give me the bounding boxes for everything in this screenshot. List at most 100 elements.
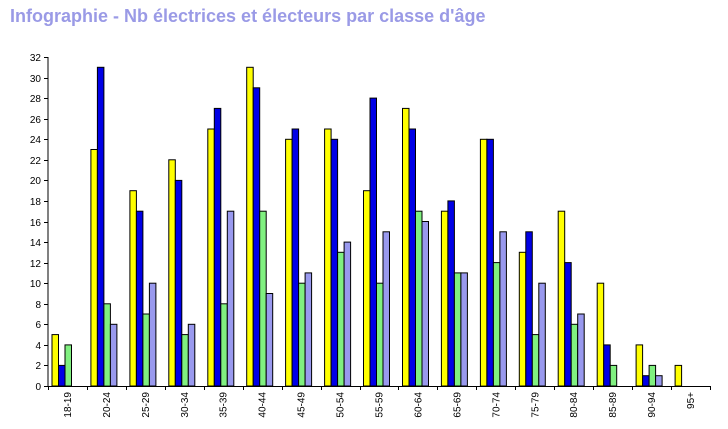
y-tick-label: 32: [30, 53, 42, 64]
bar: [603, 344, 611, 387]
bar: [174, 179, 183, 387]
bar: [246, 66, 254, 387]
x-tick-label: 18-19: [63, 392, 74, 418]
bar: [265, 293, 274, 387]
bar: [298, 282, 306, 387]
bar: [421, 221, 429, 387]
y-tick-label: 20: [30, 176, 42, 187]
y-tick-label: 2: [35, 361, 41, 372]
bar: [382, 231, 390, 387]
bar: [64, 344, 72, 387]
bar: [181, 334, 189, 387]
bar: [499, 231, 507, 387]
bar: [58, 364, 66, 387]
x-tick-label: 25-29: [141, 392, 152, 418]
x-tick-label: 95+: [686, 392, 697, 409]
x-tick-label: 20-24: [102, 392, 113, 418]
bar: [564, 262, 572, 387]
bar: [51, 334, 59, 387]
bar: [518, 251, 527, 387]
bar: [635, 344, 644, 387]
bar: [460, 272, 468, 387]
bar: [330, 138, 339, 387]
y-tick-label: 26: [30, 115, 42, 126]
bar: [408, 128, 416, 387]
x-tick-label: 35-39: [219, 392, 230, 418]
bar: [129, 190, 137, 387]
bar: [479, 138, 488, 387]
y-tick-label: 22: [30, 156, 42, 167]
bar: [259, 210, 267, 387]
x-tick-label: 60-64: [413, 392, 424, 418]
bar: [142, 313, 150, 387]
bar: [492, 262, 501, 387]
bar: [168, 159, 176, 387]
y-tick-label: 6: [35, 320, 41, 331]
bar: [369, 97, 377, 387]
y-tick-label: 10: [30, 279, 42, 290]
x-axis: 18-19 20-24 25-29 30-34 35-39 40-44 45-49 50-54…: [48, 386, 711, 418]
bar: [538, 282, 546, 387]
bar: [291, 128, 300, 387]
bar: [577, 313, 585, 387]
bar: [596, 282, 605, 387]
bar: [557, 210, 566, 387]
x-tick-label: 30-34: [180, 392, 191, 418]
bar: [453, 272, 462, 387]
x-tick-label: 80-84: [569, 392, 580, 418]
bar: [648, 364, 657, 387]
chart-title: Infographie - Nb électrices et électeurs…: [10, 6, 486, 26]
x-tick-label: 65-69: [452, 392, 463, 418]
bar: [531, 334, 540, 387]
x-tick-label: 40-44: [258, 392, 269, 418]
bar: [609, 364, 618, 387]
bar: [402, 107, 410, 387]
bar: [90, 149, 98, 387]
x-tick-label: 45-49: [297, 392, 308, 418]
x-tick-label: 85-89: [608, 392, 619, 418]
bar: [447, 200, 455, 387]
bar: [440, 210, 449, 387]
bar: [337, 251, 345, 387]
bar: [674, 364, 683, 387]
bars: [51, 66, 683, 387]
bar: [486, 138, 494, 387]
y-tick-label: 16: [30, 218, 42, 229]
bar: [525, 231, 533, 387]
y-tick-label: 28: [30, 94, 42, 105]
bar: [304, 272, 313, 387]
bar: [220, 303, 228, 387]
y-tick-label: 8: [35, 300, 41, 311]
y-tick-label: 30: [30, 74, 42, 85]
y-tick-label: 14: [30, 238, 42, 249]
x-tick-label: 70-74: [491, 392, 502, 418]
bar: [415, 210, 423, 387]
bar: [642, 375, 650, 387]
x-tick-label: 55-59: [375, 392, 386, 418]
bar: [207, 128, 215, 387]
bar: [148, 282, 157, 387]
bar: [570, 323, 579, 387]
bar: [343, 241, 352, 387]
x-tick-label: 75-79: [530, 392, 541, 418]
bar: [226, 210, 235, 387]
bar: [187, 323, 196, 387]
bar: [213, 107, 222, 387]
bar: [96, 66, 105, 387]
bar: [363, 190, 371, 387]
bar: [109, 323, 118, 387]
y-tick-label: 0: [35, 382, 41, 393]
y-tick-label: 24: [30, 135, 42, 146]
y-tick-label: 12: [30, 259, 42, 270]
x-tick-label: 50-54: [336, 392, 347, 418]
y-tick-label: 18: [30, 197, 42, 208]
bar: [655, 375, 663, 387]
y-tick-label: 4: [35, 341, 41, 352]
x-tick-label: 90-94: [647, 392, 658, 418]
bar: [135, 210, 144, 387]
bar: [285, 138, 293, 387]
bar: [324, 128, 332, 387]
bar: [376, 282, 384, 387]
